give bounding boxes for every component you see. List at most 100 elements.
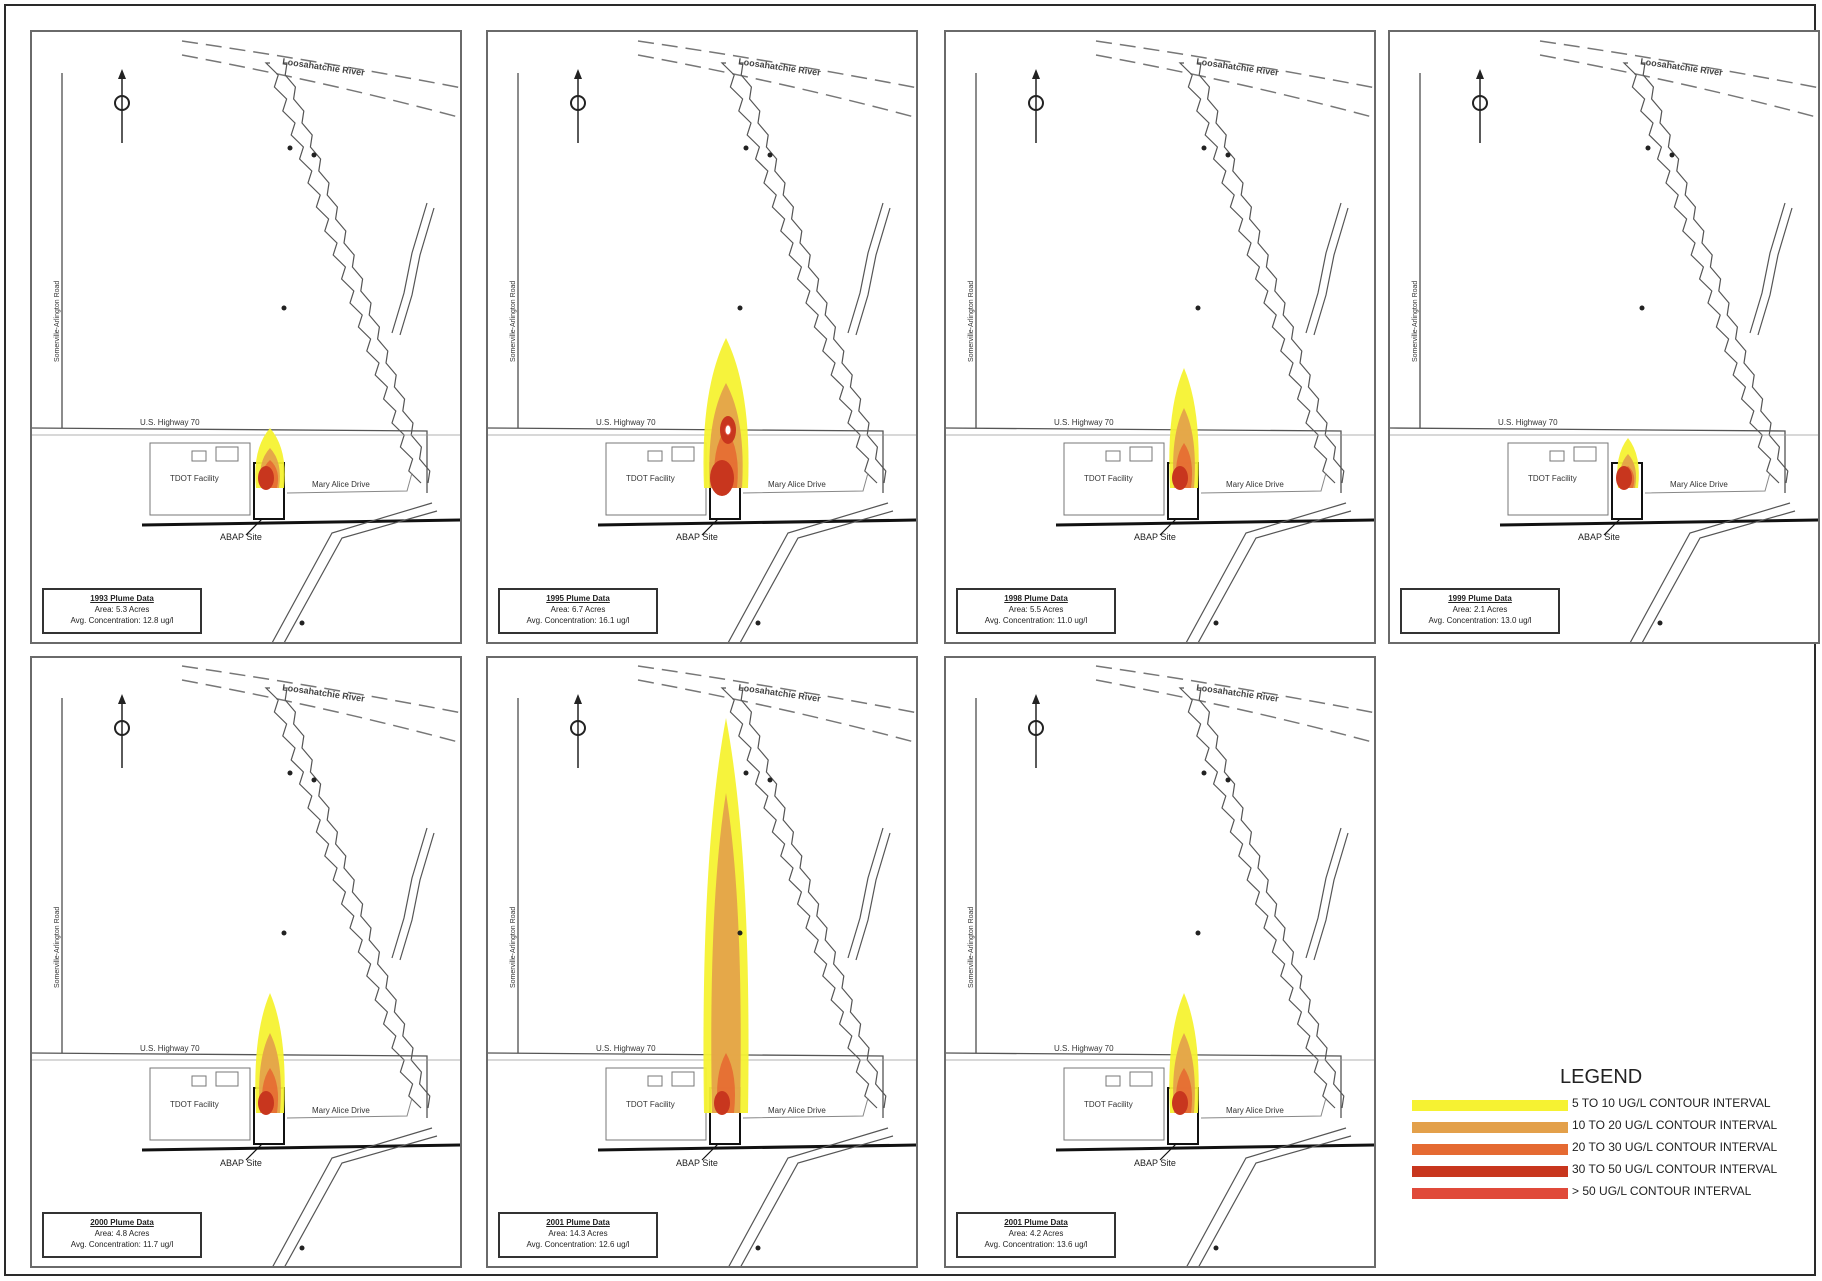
site-label: ABAP Site [676,532,718,542]
rail-spur [1185,502,1347,642]
river-bank [1095,665,1374,714]
monitoring-well [1657,620,1663,626]
monitoring-well [1669,152,1675,158]
west-road-label: Somerville-Arlington Road [968,906,975,988]
plume-core [714,1091,730,1115]
facility-building [647,450,663,462]
plume-year-title: 2001 Plume Data [546,1218,610,1227]
creek [264,62,422,484]
plume-info-box: 1993 Plume Data Area: 5.3 Acres Avg. Conce… [42,588,202,634]
facility-building [215,1071,239,1087]
legend-swatch [1412,1122,1568,1133]
plume-info-box: 2000 Plume Data Area: 4.8 Acres Avg. Conce… [42,1212,202,1258]
creek [1178,62,1336,484]
tributary [1749,202,1786,334]
plume-concentration: Avg. Concentration: 12.8 ug/l [70,616,174,625]
facility-building [191,1075,207,1087]
plume-map-panel: Loosahatchie River U.S. Highway 70 Mary Al… [486,656,918,1268]
map-drawing [32,40,460,642]
monitoring-well [743,145,749,151]
abap-leader [1603,518,1621,536]
plume-area: Area: 14.3 Acres [548,1229,608,1238]
site-label: ABAP Site [220,532,262,542]
rail-spur [1186,1127,1347,1266]
plume-area: Area: 5.3 Acres [94,605,150,614]
monitoring-well [767,777,773,783]
plume-info-box: 2001 Plume Data Area: 14.3 Acres Avg. Conc… [498,1212,658,1258]
railroad [1499,518,1818,527]
plume-year-title: 2000 Plume Data [90,1218,154,1227]
monitoring-well [767,152,773,158]
plume-year-title: 1998 Plume Data [1004,594,1068,603]
creek [1178,687,1336,1109]
plume-map-panel: Loosahatchie River U.S. Highway 70 Mary Al… [30,30,462,644]
legend-label: 10 TO 20 UG/L CONTOUR INTERVAL [1572,1118,1778,1132]
plume-concentration: Avg. Concentration: 13.0 ug/l [1428,616,1532,625]
plume-area: Area: 5.5 Acres [1008,605,1064,614]
facility-parcel [149,1067,251,1141]
rail-spur [728,1127,889,1266]
rail-spur [272,1127,433,1266]
legend-swatch [1412,1188,1568,1199]
site-label: ABAP Site [1134,532,1176,542]
map-drawing [946,40,1374,642]
side-road [742,472,869,494]
plume-map-panel: Loosahatchie River U.S. Highway 70 Mary Al… [486,30,918,644]
legend-item: 10 TO 20 UG/L CONTOUR INTERVAL [1412,1118,1822,1136]
creek [284,687,431,1109]
railroad [141,518,460,527]
plume-info-box: 1998 Plume Data Area: 5.5 Acres Avg. Conce… [956,588,1116,634]
monitoring-well [1213,1245,1219,1251]
plume-map-panel: Loosahatchie River U.S. Highway 70 Mary Al… [30,656,462,1268]
monitoring-well [1213,620,1219,626]
rail-spur [739,510,894,642]
facility-label: TDOT Facility [1528,474,1577,483]
monitoring-well [1225,777,1231,783]
plume-info-box: 1999 Plume Data Area: 2.1 Acres Avg. Conce… [1400,588,1560,634]
plume-area: Area: 4.8 Acres [94,1229,150,1238]
abap-leader [1159,1143,1177,1161]
facility-parcel [1063,442,1165,516]
side-road [286,472,413,494]
side-road-label: Mary Alice Drive [1226,1106,1284,1115]
site-label: ABAP Site [1134,1158,1176,1168]
river-bank [1095,679,1374,744]
abap-leader [701,518,719,536]
monitoring-well [311,777,317,783]
plume-map-panel: Loosahatchie River U.S. Highway 70 Mary Al… [1388,30,1820,644]
side-road [1200,472,1327,494]
facility-parcel [149,442,251,516]
tributary [1305,202,1342,334]
creek [1642,62,1789,484]
plume-core [258,1091,274,1115]
west-road-label: Somerville-Arlington Road [968,280,975,362]
plume-contour [711,793,741,1113]
plume-core [258,466,274,490]
river-bank [181,679,460,744]
rail-spur [727,502,889,642]
facility-building [1573,446,1597,462]
facility-label: TDOT Facility [626,474,675,483]
river-bank [1095,40,1374,89]
map-drawing [488,665,916,1266]
map-drawing [946,665,1374,1266]
facility-parcel [1063,1067,1165,1141]
facility-building [1105,450,1121,462]
plume-concentration: Avg. Concentration: 16.1 ug/l [526,616,630,625]
west-road-label: Somerville-Arlington Road [54,906,61,988]
facility-parcel [1507,442,1609,516]
legend-title: LEGEND [1560,1066,1643,1088]
rail-spur [1629,502,1791,642]
river-bank [181,40,460,89]
monitoring-well [1195,930,1201,936]
highway-label: U.S. Highway 70 [596,1044,656,1053]
legend-swatch [1412,1100,1568,1111]
monitoring-well [299,620,305,626]
highway-line [488,1052,884,1118]
tributary [855,832,891,961]
west-road-label: Somerville-Arlington Road [510,906,517,988]
rail-spur [1198,1135,1352,1266]
tributary [1305,827,1342,959]
highway-line [488,427,884,493]
side-road-label: Mary Alice Drive [312,480,370,489]
